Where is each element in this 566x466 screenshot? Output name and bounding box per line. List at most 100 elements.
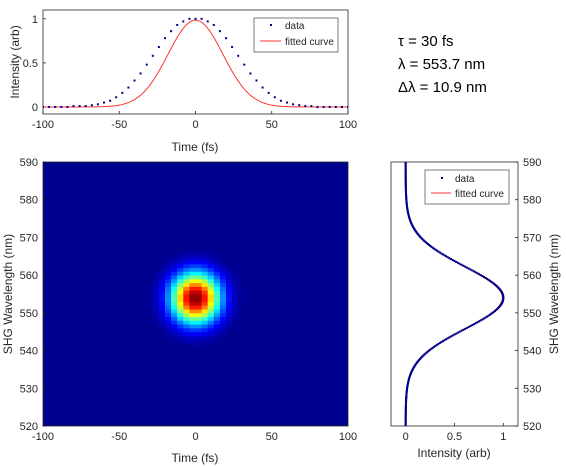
spectrogram-cell — [226, 286, 233, 291]
spectrum-data-point — [429, 244, 432, 247]
spectrogram-cell — [201, 263, 209, 268]
spectrogram-cell — [219, 275, 227, 280]
spectrogram-cell — [238, 297, 245, 302]
spectrum-xtick-label: 0 — [403, 431, 409, 443]
spectrogram-cell — [189, 256, 196, 261]
temporal-data-point — [43, 105, 44, 108]
spectrogram-cell — [207, 339, 215, 344]
spectrogram-cell — [226, 301, 233, 306]
spectrogram-cell — [171, 339, 178, 344]
spectrogram-cell — [226, 290, 233, 295]
spectrum-data-point — [443, 254, 446, 257]
spectrum-data-point — [495, 309, 498, 312]
spectrum-data-point — [422, 354, 425, 357]
spectrogram-cell — [226, 271, 233, 276]
temporal-data-point — [328, 105, 331, 108]
spectrum-data-point — [471, 269, 474, 272]
spectrogram-cell — [195, 327, 202, 333]
spectrum-data-point — [455, 332, 458, 335]
spectrogram-cell — [177, 286, 184, 291]
spectrum-data-point — [445, 255, 448, 258]
spectrogram-cell — [165, 309, 172, 314]
spectrum-legend-data-label: data — [455, 174, 475, 185]
spectrum-data-point — [424, 241, 427, 244]
spectrum-data-point — [430, 245, 433, 248]
temporal-data-point — [109, 99, 112, 102]
spectrum-data-point — [487, 278, 490, 281]
spectrogram-cell — [219, 309, 227, 314]
spectrogram-cell — [189, 309, 196, 314]
spectrogram-cell — [213, 316, 221, 321]
temporal-data-point — [115, 96, 118, 99]
temporal-legend-data-label: data — [285, 21, 305, 32]
spectrogram-cell — [177, 263, 184, 268]
spectrum-data-point — [435, 343, 438, 346]
spectrum-data-point — [431, 246, 434, 249]
spectrogram-cell — [207, 324, 215, 329]
spectrogram-cell — [213, 282, 221, 287]
spectrum-data-point — [440, 252, 443, 255]
spectrum-data-point — [495, 284, 498, 287]
spectrogram-cell — [213, 305, 221, 310]
spectrogram-cell — [165, 263, 172, 268]
spectrum-data-point — [460, 263, 463, 266]
spectrogram-cell — [226, 305, 233, 310]
spectrogram-cell — [152, 294, 160, 299]
spectrogram-cell — [201, 309, 209, 314]
spectrogram-cell — [177, 339, 184, 344]
spectrum-data-point — [425, 351, 428, 354]
spectrum-data-point — [483, 276, 486, 279]
spectrogram-cell — [195, 297, 202, 302]
spectrum-data-point — [437, 250, 440, 253]
spectrogram-cell — [171, 286, 178, 291]
spectrum-data-point — [488, 313, 491, 316]
spectrogram-cell — [201, 294, 209, 299]
spectrogram-cell — [226, 275, 233, 280]
temporal-data-point — [157, 46, 160, 49]
spectrogram-cell — [226, 267, 233, 272]
spectrogram-cell — [189, 305, 196, 310]
spectrum-data-point — [446, 337, 449, 340]
spectrogram-cell — [146, 286, 154, 291]
spectrum-ytick-label: 540 — [523, 346, 541, 358]
spectrum-data-point — [479, 274, 482, 277]
spectrogram-cell — [195, 305, 202, 310]
temporal-data-point — [340, 105, 343, 108]
spectrogram-cell — [226, 294, 233, 299]
spectrogram-cell — [177, 312, 184, 318]
spectrum-data-point — [486, 315, 489, 318]
spectrum-data-point — [490, 312, 493, 315]
spectrogram-cell — [189, 324, 196, 329]
spectrum-data-point — [473, 270, 475, 273]
spectrum-data-point — [484, 276, 487, 279]
spectrum-data-point — [458, 330, 461, 333]
spectrogram-cell — [213, 294, 221, 299]
spectrogram-cell — [171, 335, 178, 340]
spectrogram-cell — [213, 309, 221, 314]
spectrum-data-point — [462, 264, 465, 267]
spectrogram-cell — [183, 260, 190, 265]
spectrogram-cell — [213, 324, 221, 329]
spectrogram-cell — [189, 343, 196, 348]
spectrogram-cell — [195, 248, 202, 253]
spectrogram-cell — [171, 312, 178, 318]
spectrum-data-point — [476, 321, 479, 324]
spectrogram-cell — [232, 316, 239, 321]
spectrogram-cell — [226, 316, 233, 321]
spectrogram-cell — [189, 278, 196, 284]
spectrogram-cell — [207, 275, 215, 280]
spectrogram-cell — [195, 312, 202, 318]
spectrum-data-point — [462, 328, 465, 331]
spectrogram-cell — [213, 286, 221, 291]
spectrum-ytick-label: 590 — [523, 157, 541, 169]
spectrogram-cell — [207, 256, 215, 261]
spectrogram-cell — [146, 301, 154, 306]
spectrogram-cell — [219, 271, 227, 276]
spectrum-data-point — [483, 317, 486, 320]
spectrogram-cell — [158, 275, 166, 280]
spectrogram-cell — [177, 282, 184, 287]
spectrogram-cell — [219, 305, 227, 310]
spectrogram-cell — [189, 312, 196, 318]
lambda-readout: λ = 553.7 nm — [398, 56, 486, 73]
spectrogram-cell — [189, 301, 196, 306]
